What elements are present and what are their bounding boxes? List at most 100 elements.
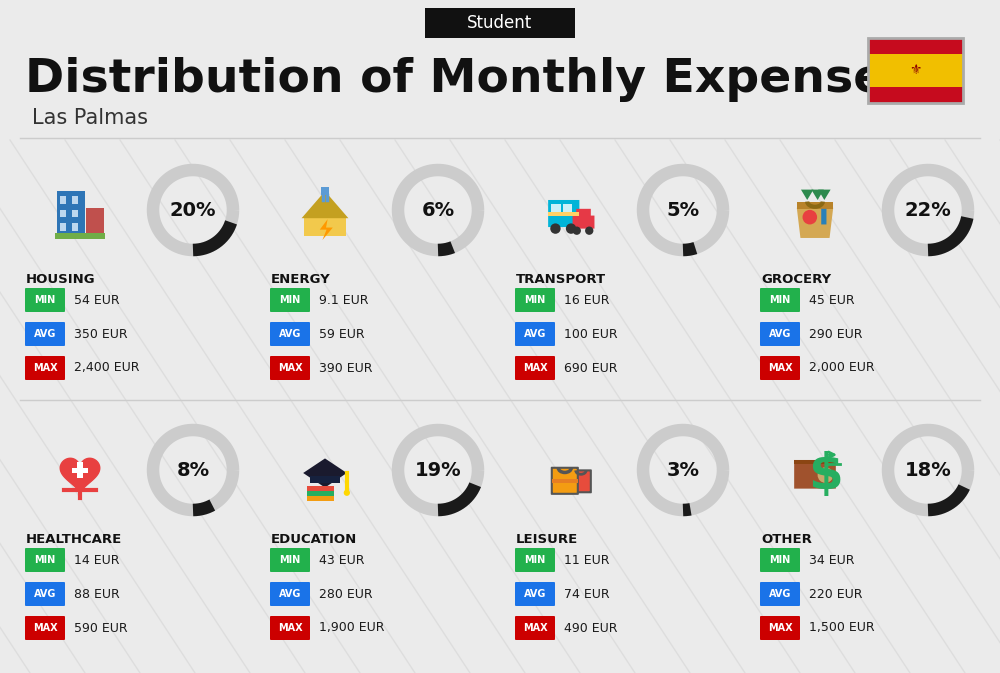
Text: 6%: 6%	[421, 201, 455, 219]
Text: MIN: MIN	[524, 295, 546, 305]
FancyBboxPatch shape	[563, 204, 572, 213]
Text: 5%: 5%	[666, 201, 700, 219]
FancyBboxPatch shape	[307, 486, 334, 491]
Text: MIN: MIN	[524, 555, 546, 565]
FancyBboxPatch shape	[760, 616, 800, 640]
Text: ⚜: ⚜	[909, 63, 922, 77]
FancyBboxPatch shape	[72, 197, 78, 204]
FancyBboxPatch shape	[72, 223, 78, 231]
Text: 43 EUR: 43 EUR	[319, 553, 364, 567]
Text: 2,000 EUR: 2,000 EUR	[809, 361, 875, 374]
Text: 20%: 20%	[170, 201, 216, 219]
Text: MAX: MAX	[523, 623, 547, 633]
FancyBboxPatch shape	[515, 322, 555, 346]
Polygon shape	[320, 219, 333, 240]
Text: MIN: MIN	[34, 295, 56, 305]
FancyBboxPatch shape	[515, 548, 555, 572]
Text: MAX: MAX	[33, 363, 57, 373]
Circle shape	[566, 223, 576, 234]
Text: 220 EUR: 220 EUR	[809, 588, 862, 600]
Text: 2,400 EUR: 2,400 EUR	[74, 361, 140, 374]
Text: MIN: MIN	[769, 555, 791, 565]
Text: 54 EUR: 54 EUR	[74, 293, 120, 306]
Text: 100 EUR: 100 EUR	[564, 328, 618, 341]
FancyBboxPatch shape	[25, 616, 65, 640]
FancyBboxPatch shape	[797, 201, 833, 209]
Text: 350 EUR: 350 EUR	[74, 328, 128, 341]
Polygon shape	[818, 190, 831, 200]
Text: Las Palmas: Las Palmas	[32, 108, 148, 128]
Circle shape	[344, 490, 350, 496]
FancyBboxPatch shape	[270, 356, 310, 380]
Text: ENERGY: ENERGY	[271, 273, 331, 286]
FancyBboxPatch shape	[760, 288, 800, 312]
FancyBboxPatch shape	[548, 212, 579, 216]
FancyBboxPatch shape	[760, 582, 800, 606]
FancyBboxPatch shape	[760, 322, 800, 346]
FancyBboxPatch shape	[25, 548, 65, 572]
Text: MAX: MAX	[33, 623, 57, 633]
FancyBboxPatch shape	[270, 322, 310, 346]
FancyBboxPatch shape	[321, 187, 329, 194]
FancyBboxPatch shape	[794, 460, 836, 464]
FancyBboxPatch shape	[270, 582, 310, 606]
Text: $: $	[808, 451, 843, 499]
Text: 590 EUR: 590 EUR	[74, 621, 128, 635]
FancyBboxPatch shape	[552, 479, 578, 483]
Text: 3%: 3%	[666, 460, 700, 479]
Text: AVG: AVG	[769, 589, 791, 599]
Text: AVG: AVG	[524, 329, 546, 339]
FancyBboxPatch shape	[270, 548, 310, 572]
FancyBboxPatch shape	[868, 38, 963, 55]
FancyBboxPatch shape	[576, 209, 591, 218]
Text: MAX: MAX	[768, 623, 792, 633]
FancyBboxPatch shape	[60, 223, 66, 231]
Text: 390 EUR: 390 EUR	[319, 361, 372, 374]
Polygon shape	[302, 191, 348, 218]
Polygon shape	[304, 218, 346, 236]
FancyBboxPatch shape	[25, 356, 65, 380]
FancyBboxPatch shape	[77, 462, 83, 479]
FancyBboxPatch shape	[515, 582, 555, 606]
Text: Distribution of Monthly Expenses: Distribution of Monthly Expenses	[25, 57, 914, 102]
Text: 490 EUR: 490 EUR	[564, 621, 618, 635]
Text: GROCERY: GROCERY	[761, 273, 831, 286]
Circle shape	[803, 210, 817, 224]
FancyBboxPatch shape	[515, 616, 555, 640]
Text: 9.1 EUR: 9.1 EUR	[319, 293, 368, 306]
Text: MIN: MIN	[34, 555, 56, 565]
Text: Student: Student	[467, 14, 533, 32]
Text: AVG: AVG	[279, 329, 301, 339]
Text: 18%: 18%	[905, 460, 951, 479]
Polygon shape	[811, 190, 824, 200]
Text: LEISURE: LEISURE	[516, 533, 578, 546]
FancyBboxPatch shape	[25, 582, 65, 606]
Text: MIN: MIN	[279, 295, 301, 305]
FancyBboxPatch shape	[551, 204, 561, 213]
Text: MIN: MIN	[279, 555, 301, 565]
FancyBboxPatch shape	[760, 356, 800, 380]
Text: 59 EUR: 59 EUR	[319, 328, 365, 341]
FancyBboxPatch shape	[307, 497, 334, 501]
Text: 16 EUR: 16 EUR	[564, 293, 610, 306]
Text: 45 EUR: 45 EUR	[809, 293, 855, 306]
FancyBboxPatch shape	[821, 209, 826, 225]
Polygon shape	[60, 458, 100, 494]
FancyBboxPatch shape	[270, 616, 310, 640]
Text: 1,500 EUR: 1,500 EUR	[809, 621, 875, 635]
Text: 290 EUR: 290 EUR	[809, 328, 862, 341]
Text: 280 EUR: 280 EUR	[319, 588, 373, 600]
Polygon shape	[303, 458, 347, 487]
FancyBboxPatch shape	[573, 215, 594, 229]
Text: OTHER: OTHER	[761, 533, 812, 546]
FancyBboxPatch shape	[515, 356, 555, 380]
Text: EDUCATION: EDUCATION	[271, 533, 357, 546]
Text: 34 EUR: 34 EUR	[809, 553, 854, 567]
Text: MAX: MAX	[523, 363, 547, 373]
Text: MIN: MIN	[769, 295, 791, 305]
FancyBboxPatch shape	[425, 8, 575, 38]
Text: HOUSING: HOUSING	[26, 273, 96, 286]
Polygon shape	[310, 476, 340, 483]
FancyBboxPatch shape	[868, 55, 963, 87]
FancyBboxPatch shape	[72, 210, 78, 217]
